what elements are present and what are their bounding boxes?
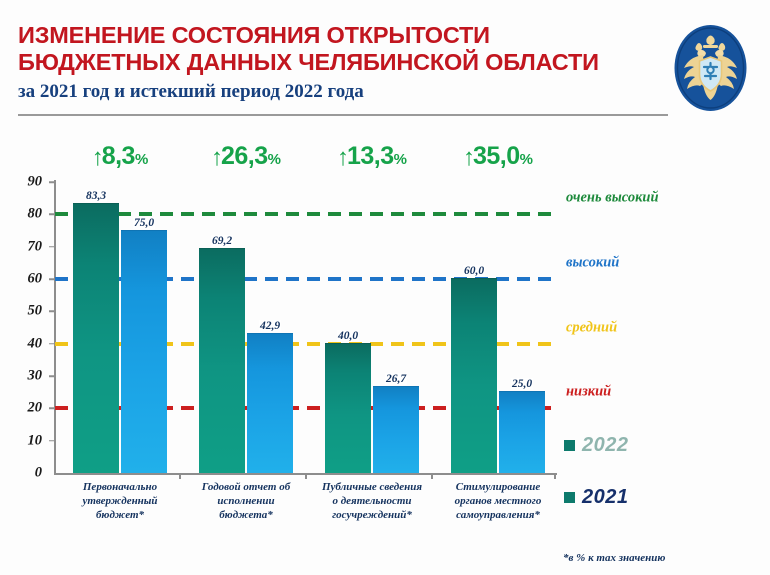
threshold-line — [55, 406, 554, 411]
legend-label: 2022 — [582, 434, 629, 456]
category-label-line: Стимулирование — [455, 481, 541, 493]
y-axis-line — [54, 180, 56, 475]
y-axis-tick-label: 50 — [27, 302, 43, 319]
y-axis-tick-mark — [49, 310, 55, 313]
bar-2022-cat1: 83,3 — [73, 189, 119, 473]
threshold-label: низкий — [566, 383, 612, 400]
growth-unit: % — [393, 151, 408, 168]
y-axis-tick-label: 40 — [27, 335, 43, 352]
bar-value-label: 75,0 — [132, 216, 156, 229]
growth-annotation-cat1: ↑8,3% — [92, 144, 149, 170]
bar-value-label: 40,0 — [336, 329, 360, 342]
growth-unit: % — [519, 151, 534, 168]
bar-2022-cat2: 69,2 — [199, 235, 245, 473]
up-arrow-icon: ↑ — [462, 144, 475, 171]
threshold-label: высокий — [566, 254, 620, 271]
x-axis-category-label-4: Стимулирование органов местного самоуправл… — [432, 480, 564, 522]
bar-2021-cat4: 25,0 — [499, 378, 545, 473]
legend-swatch-icon — [564, 492, 575, 503]
x-axis-category-label-3: Публичные сведения о деятельности госучреж… — [306, 480, 438, 522]
growth-value: 13,3 — [346, 142, 394, 170]
y-axis-tick-mark — [49, 439, 55, 442]
bar-value-label: 83,3 — [84, 189, 108, 202]
plot-area: 83,3 75,0 69,2 42,9 40,0 26,7 60,0 25,0 — [55, 182, 557, 473]
x-axis-tick-mark — [431, 473, 433, 479]
bar-value-label: 69,2 — [210, 235, 234, 248]
bar-2021-cat1: 75,0 — [121, 216, 167, 473]
bar-value-label: 60,0 — [462, 265, 486, 277]
legend-item-2021[interactable]: 2021 — [564, 486, 629, 509]
y-axis-tick-label: 10 — [27, 432, 43, 449]
threshold-label: очень высокий — [566, 189, 659, 206]
bar-value-label: 25,0 — [510, 378, 534, 391]
emblem-icon — [673, 24, 748, 112]
page-subtitle: за 2021 год и истекший период 2022 года — [18, 81, 364, 102]
y-axis-tick-mark — [49, 278, 55, 280]
y-axis-tick-label: 70 — [27, 238, 43, 255]
threshold-line — [55, 341, 554, 346]
growth-annotation-cat2: ↑26,3% — [211, 144, 281, 170]
page-header: ИЗМЕНЕНИЕ СОСТОЯНИЯ ОТКРЫТОСТИ БЮДЖЕТНЫХ… — [0, 0, 770, 122]
growth-value: 35,0 — [472, 142, 520, 170]
growth-annotation-cat3: ↑13,3% — [337, 144, 407, 170]
y-axis-tick-label: 80 — [27, 205, 43, 222]
page-title-line-1: ИЗМЕНЕНИЕ СОСТОЯНИЯ ОТКРЫТОСТИ — [18, 22, 490, 48]
category-label-line: исполнении — [217, 495, 275, 507]
x-axis-tick-mark — [554, 473, 556, 479]
bar-value-label: 26,7 — [384, 372, 408, 385]
growth-unit: % — [267, 151, 282, 168]
category-label-line: бюджета* — [219, 509, 273, 521]
y-axis-tick-label: 90 — [27, 173, 43, 190]
legend-label: 2021 — [582, 486, 629, 508]
growth-unit: % — [134, 151, 149, 168]
y-axis-tick-label: 30 — [27, 367, 43, 384]
title-block: ИЗМЕНЕНИЕ СОСТОЯНИЯ ОТКРЫТОСТИ БЮДЖЕТНЫХ… — [18, 22, 668, 103]
bar-value-label: 42,9 — [258, 320, 282, 333]
category-label-line: самоуправления* — [456, 509, 540, 521]
y-axis-tick-mark — [49, 181, 55, 183]
legend-item-2022[interactable]: 2022 — [564, 434, 629, 457]
x-axis-category-label-2: Годовой отчет об исполнении бюджета* — [180, 480, 312, 522]
up-arrow-icon: ↑ — [336, 144, 349, 171]
y-axis-tick-mark — [49, 375, 55, 377]
y-axis-tick-label: 60 — [27, 270, 43, 287]
category-label-line: Публичные сведения — [321, 481, 423, 493]
y-axis-tick-label: 0 — [34, 464, 42, 481]
y-axis-tick-mark — [49, 213, 55, 216]
category-label-line: бюджет* — [95, 509, 145, 521]
bar-2022-cat4: 60,0 — [451, 265, 497, 473]
category-label-line: утвержденный — [82, 495, 158, 507]
growth-annotation-cat4: ↑35,0% — [463, 144, 533, 170]
x-axis-tick-mark — [305, 473, 307, 479]
bar-2021-cat3: 26,7 — [373, 372, 419, 473]
y-axis-tick-mark — [49, 407, 55, 410]
page-title-line-2: БЮДЖЕТНЫХ ДАННЫХ ЧЕЛЯБИНСКОЙ ОБЛАСТИ — [18, 49, 599, 75]
bar-2022-cat3: 40,0 — [325, 329, 371, 473]
up-arrow-icon: ↑ — [91, 144, 104, 171]
threshold-line — [55, 277, 554, 281]
legend-swatch-icon — [564, 440, 575, 451]
category-label-line: органов местного — [454, 495, 542, 507]
chart-footnote: *в % к max значению — [563, 552, 666, 564]
category-label-line: Годовой отчет об — [201, 481, 291, 493]
category-label-line: Первоначально — [82, 481, 158, 493]
threshold-line — [55, 212, 554, 217]
y-axis-tick-label: 20 — [27, 399, 43, 416]
category-label-line: госучреждений* — [332, 509, 412, 521]
y-axis-tick-mark — [49, 245, 55, 248]
x-axis-tick-mark — [179, 473, 181, 479]
x-axis-category-label-1: Первоначально утвержденный бюджет* — [54, 480, 186, 522]
growth-value: 26,3 — [220, 142, 268, 170]
header-divider — [18, 114, 668, 116]
threshold-label: средний — [566, 319, 618, 336]
category-label-line: о деятельности — [332, 495, 412, 507]
bar-2021-cat2: 42,9 — [247, 320, 293, 473]
growth-value: 8,3 — [101, 142, 136, 170]
up-arrow-icon: ↑ — [210, 144, 223, 171]
bar-chart: 90 80 70 60 50 40 30 20 10 0 очень высокий высокий… — [0, 122, 770, 575]
y-axis-tick-mark — [49, 342, 55, 345]
